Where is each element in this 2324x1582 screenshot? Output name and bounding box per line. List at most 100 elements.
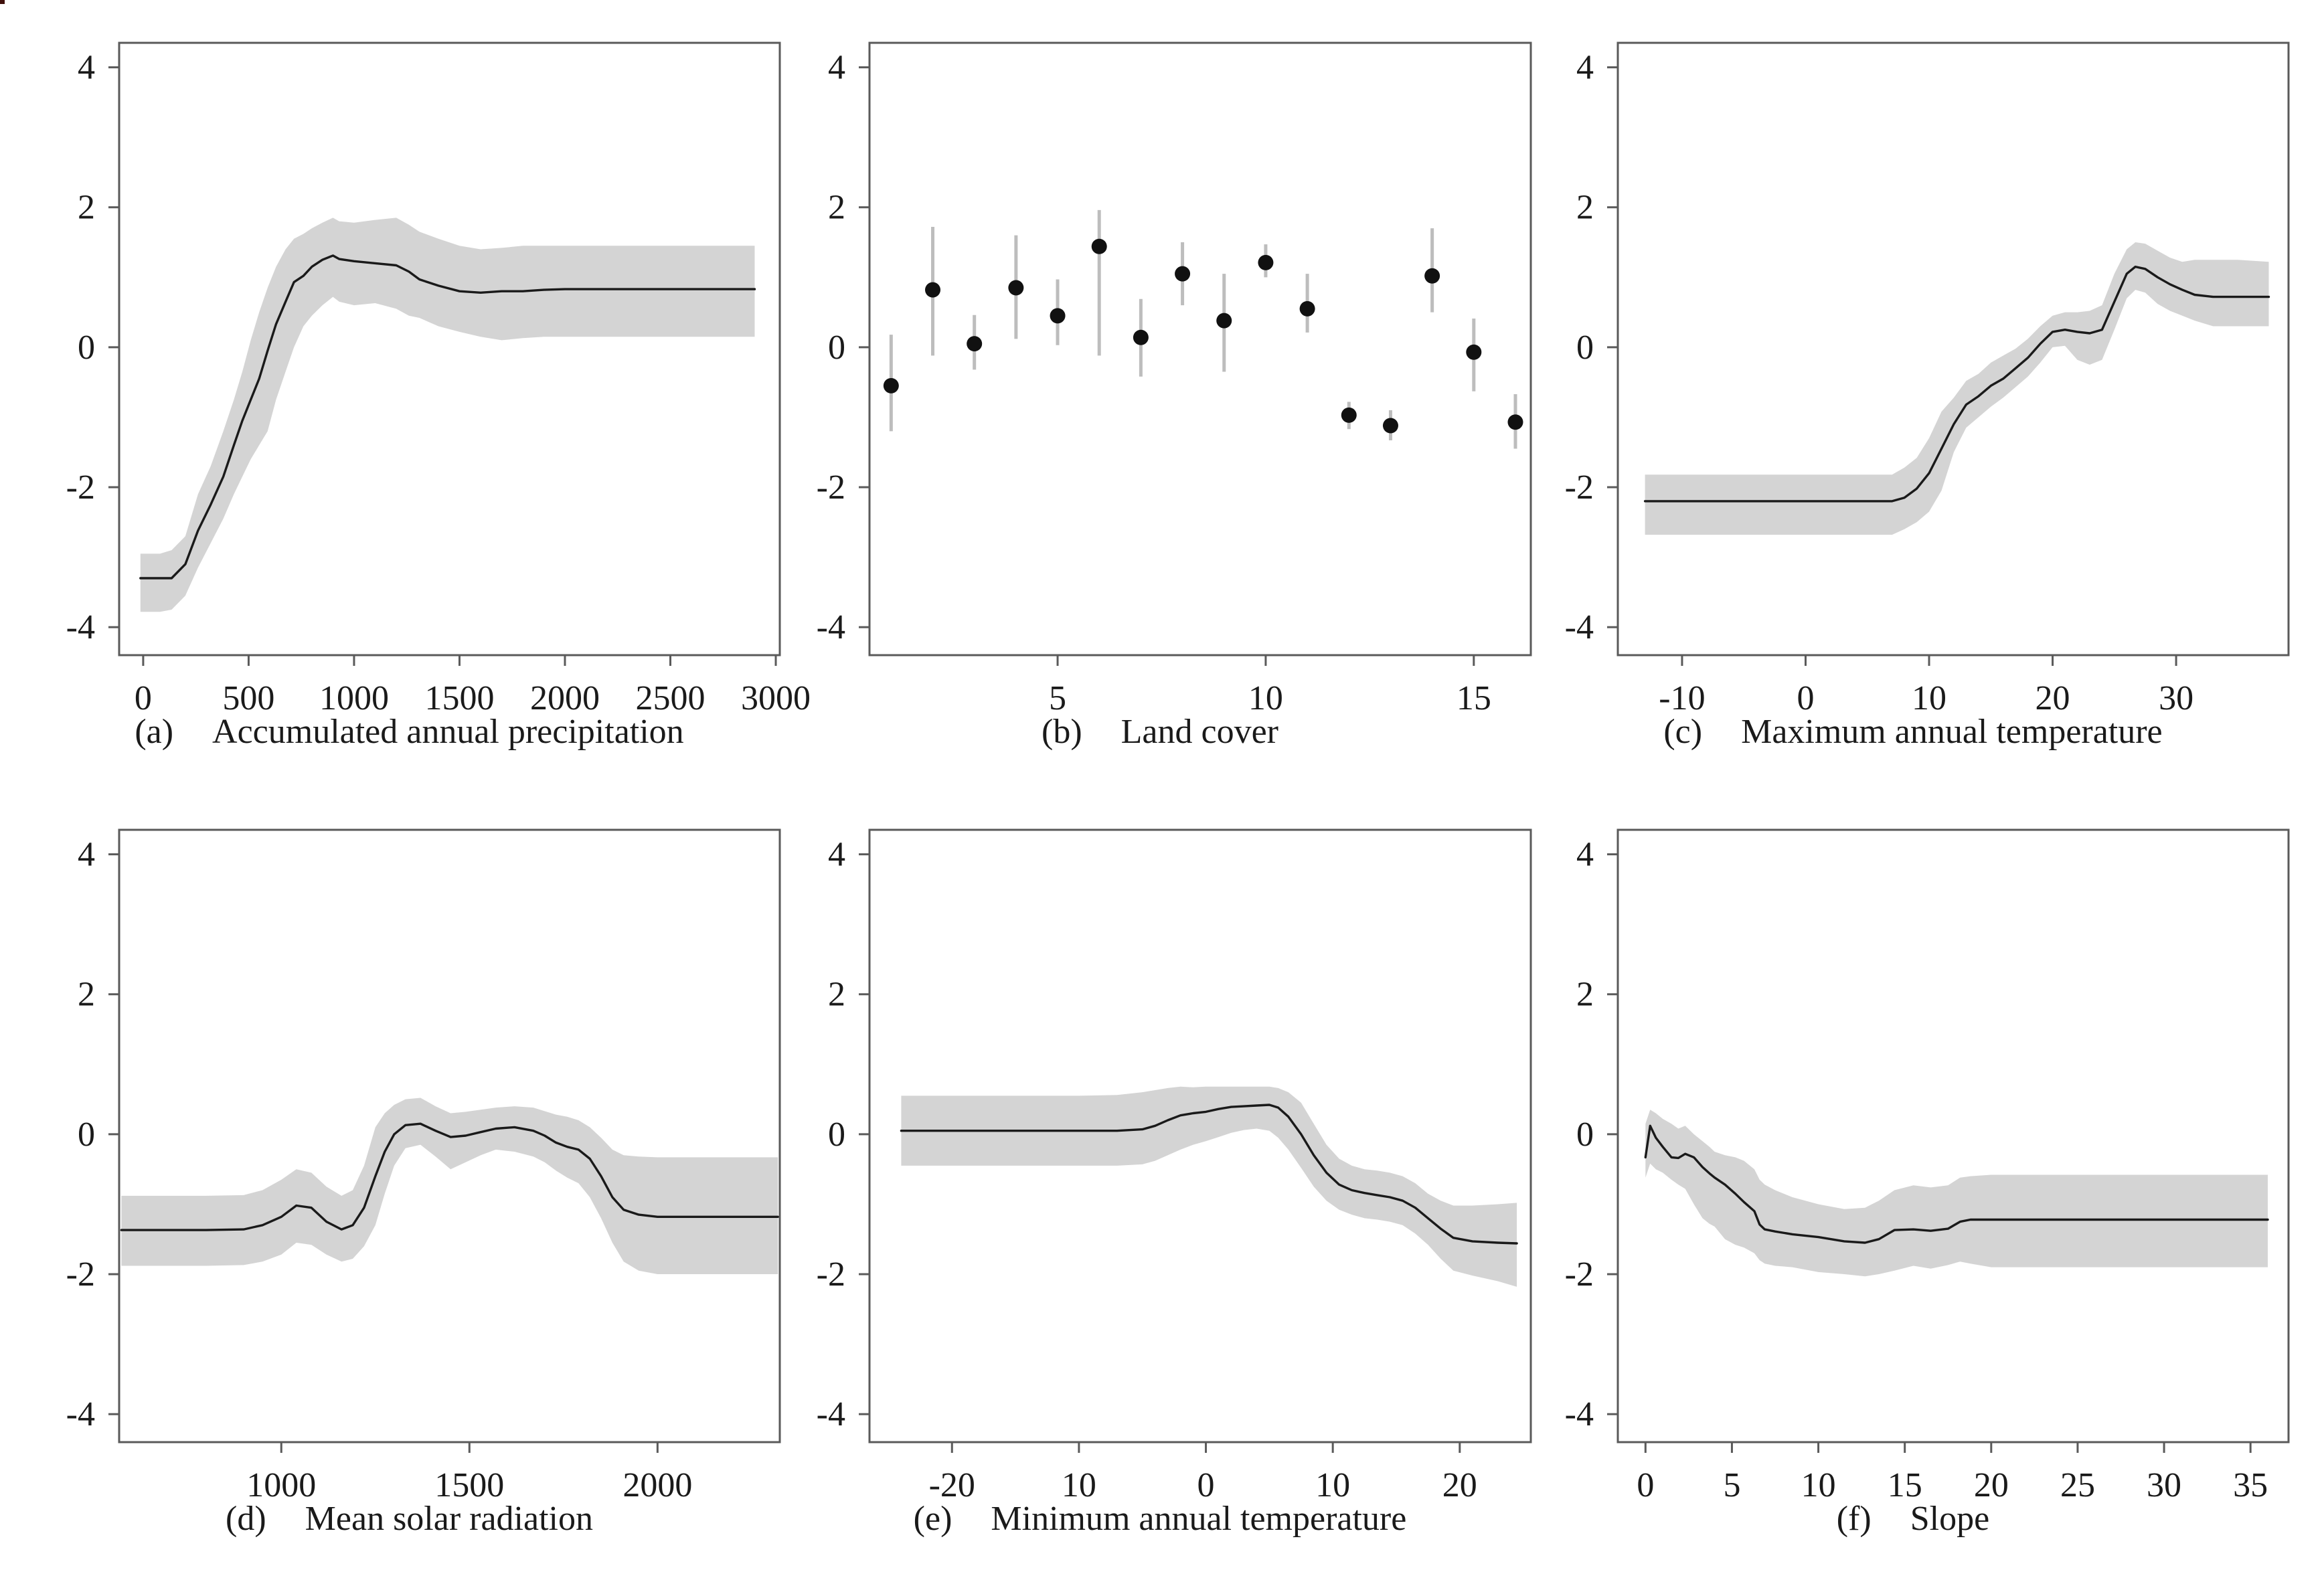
y-tick-label: 0 [1576,329,1594,367]
caption-title: Slope [1910,1500,1989,1538]
y-tick-label: 0 [1576,1116,1594,1154]
plot-frame [118,41,781,656]
data-point [1466,344,1482,360]
x-tick-label: 1500 [434,1466,504,1504]
y-tick-label: -2 [817,468,845,507]
x-tick-label: 10 [1801,1466,1836,1504]
x-tick-label: 0 [1197,1466,1215,1504]
confidence-band [121,1097,778,1274]
panel-c: (c) Maximum annual temperature -10 0 10 20 30… [1565,41,2290,751]
data-point [967,336,983,352]
smooth-line [120,1122,779,1231]
y-tick-label: -4 [1565,608,1594,646]
x-tick-label: 0 [1637,1466,1654,1504]
y-tick-label: 2 [78,976,95,1014]
y-tick-label: 0 [78,1116,95,1154]
caption-index: (f) [1837,1500,1872,1538]
x-tick-label: 1500 [424,679,494,717]
y-tick-label: -4 [1565,1395,1594,1433]
data-point [1424,268,1440,284]
y-tick-label: -4 [817,608,845,646]
caption-index: (c) [1663,713,1702,751]
data-point [1341,407,1357,423]
y-tick-label: 4 [1576,49,1594,87]
y-tick-label: -4 [66,1395,95,1433]
y-tick-label: 0 [78,329,95,367]
data-point [883,377,899,393]
confidence-band [140,217,755,612]
x-tick-label: 10 [1248,679,1283,717]
x-tick-label: 5 [1049,679,1066,717]
panel-e: (e) Minimum annual temperature -20 10 0 10 20… [817,828,1532,1538]
panel-caption: (f) Slope [1837,1500,1989,1538]
caption-title: Accumulated annual precipitation [212,713,684,751]
x-tick-label: 0 [135,679,152,717]
smooth-line [139,254,756,580]
caption-index: (d) [226,1500,266,1538]
x-tick-label: 3000 [741,679,811,717]
y-tick-label: 0 [828,1116,845,1154]
x-tick-label: 5 [1723,1466,1740,1504]
panel-b: (b) Land cover 5 10 15 -4 -2 0 2 4 [817,41,1532,751]
y-tick-label: -2 [817,1255,845,1294]
y-tick-label: 2 [78,189,95,227]
x-tick-label: 500 [222,679,274,717]
smooth-line [900,1104,1518,1245]
data-point [1382,418,1398,434]
y-tick-label: -4 [817,1395,845,1433]
artifact-pixel [0,0,5,4]
y-tick-label: -4 [66,608,95,646]
x-tick-label: 10 [1315,1466,1350,1504]
plot-frame [1616,41,2290,656]
data-point [1299,300,1315,317]
y-tick-label: 4 [828,49,845,87]
x-tick-label: 20 [1974,1466,2009,1504]
y-tick-label: 2 [1576,189,1594,227]
x-tick-label: 30 [2159,679,2193,717]
data-point [1091,238,1107,254]
x-tick-label: 2000 [530,679,600,717]
panel-caption: (e) Minimum annual temperature [914,1500,1407,1538]
y-tick-label: -2 [1565,468,1594,507]
plot-frame [118,828,781,1443]
x-tick-label: 10 [1912,679,1946,717]
y-tick-label: -2 [66,1255,95,1294]
x-tick-label: 0 [1797,679,1814,717]
x-tick-label: 20 [1442,1466,1477,1504]
caption-title: Minimum annual temperature [991,1500,1406,1538]
panel-caption: (a) Accumulated annual precipitation [135,713,683,751]
x-tick-label: -20 [929,1466,975,1504]
x-tick-label: 2500 [635,679,705,717]
panel-f: (f) Slope 0 5 10 15 20 25 30 35 -4 -2 0 2 4 [1565,828,2290,1538]
smooth-line [1643,265,2270,503]
x-tick-label: 35 [2233,1466,2268,1504]
confidence-band [901,1086,1517,1287]
data-point [925,282,941,298]
data-point [1507,414,1523,430]
data-point [1008,280,1024,296]
caption-title: Mean solar radiation [305,1500,593,1538]
plot-frame [868,828,1532,1443]
x-tick-label: 2000 [622,1466,692,1504]
y-tick-label: 4 [78,836,95,874]
x-tick-label: 1000 [319,679,389,717]
data-point [1050,308,1066,324]
x-tick-label: 30 [2147,1466,2181,1504]
data-point [1216,313,1232,329]
y-tick-label: 4 [1576,836,1594,874]
y-tick-label: 4 [828,836,845,874]
confidence-band [1645,242,2269,535]
caption-title: Land cover [1121,713,1278,751]
y-tick-label: -2 [66,468,95,507]
data-point [1175,266,1191,282]
x-tick-label: 1000 [246,1466,316,1504]
panel-a: (a) Accumulated annual precipitation 0 500… [66,41,811,751]
caption-index: (a) [135,713,173,751]
panel-caption: (c) Maximum annual temperature [1663,713,2162,751]
x-tick-label: 20 [2036,679,2070,717]
data-point [1133,329,1149,345]
panel-caption: (b) Land cover [1042,713,1278,751]
x-tick-label: 15 [1457,679,1491,717]
